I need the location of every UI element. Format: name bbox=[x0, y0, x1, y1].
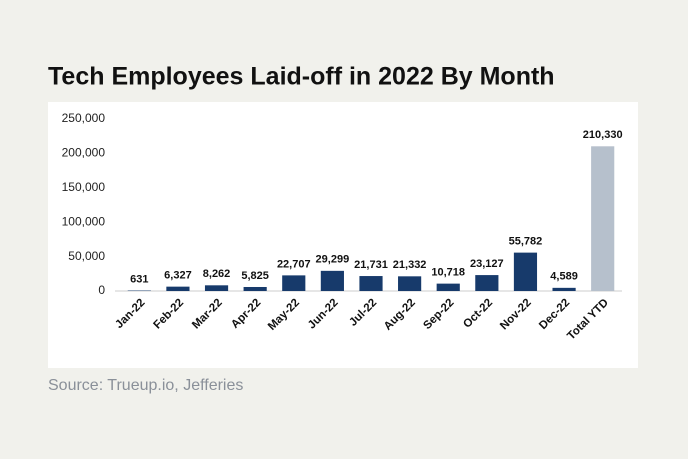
value-label: 21,731 bbox=[354, 259, 388, 271]
source-note: Source: Trueup.io, Jefferies bbox=[48, 377, 243, 394]
bar bbox=[359, 276, 383, 291]
y-tick-label: 150,000 bbox=[62, 180, 106, 194]
value-label: 8,262 bbox=[203, 268, 231, 280]
bar bbox=[320, 270, 344, 291]
value-label: 4,589 bbox=[550, 271, 578, 283]
y-tick-label: 250,000 bbox=[62, 111, 106, 125]
bar bbox=[513, 252, 538, 291]
bar bbox=[204, 285, 229, 291]
value-label: 10,718 bbox=[431, 267, 465, 279]
value-label: 6,327 bbox=[164, 270, 192, 282]
value-label: 22,707 bbox=[277, 258, 311, 270]
bar bbox=[436, 283, 460, 291]
bar bbox=[552, 287, 576, 291]
y-tick-label: 100,000 bbox=[62, 214, 106, 228]
y-tick-label: 200,000 bbox=[62, 146, 106, 160]
value-label: 23,127 bbox=[470, 258, 504, 270]
bar bbox=[243, 286, 267, 291]
value-label: 21,332 bbox=[393, 259, 427, 271]
y-tick-label: 50,000 bbox=[68, 249, 105, 263]
bar bbox=[166, 286, 190, 291]
value-label: 29,299 bbox=[316, 254, 350, 266]
chart-title: Tech Employees Laid-off in 2022 By Month bbox=[48, 63, 555, 91]
y-tick-label: 0 bbox=[98, 283, 105, 297]
bar bbox=[475, 275, 499, 291]
bar bbox=[398, 276, 422, 291]
value-label: 55,782 bbox=[509, 236, 543, 248]
bar bbox=[591, 146, 615, 291]
value-label: 210,330 bbox=[583, 129, 623, 141]
bar bbox=[282, 275, 306, 291]
value-label: 631 bbox=[130, 273, 148, 285]
chart-panel bbox=[48, 102, 638, 368]
value-label: 5,825 bbox=[241, 270, 269, 282]
